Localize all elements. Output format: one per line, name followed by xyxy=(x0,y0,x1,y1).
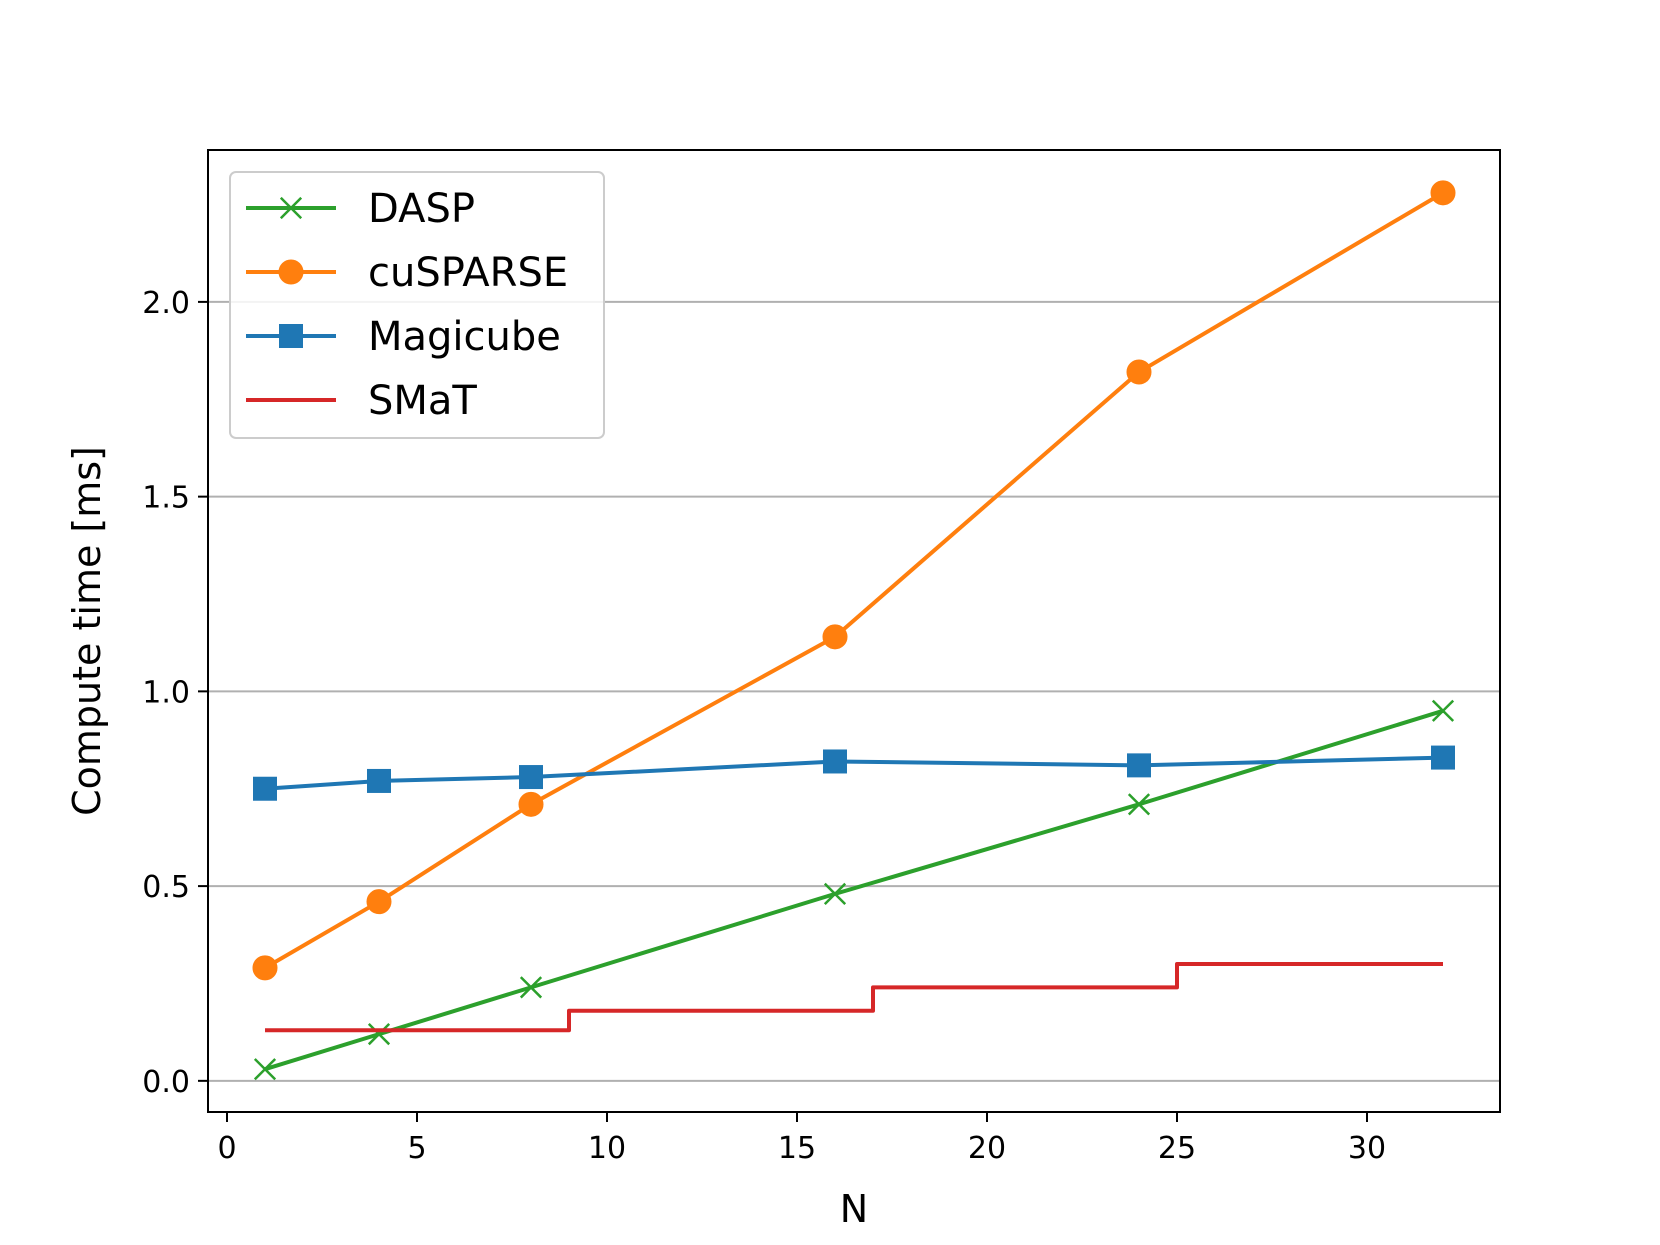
legend-box xyxy=(229,171,605,439)
data-point-circle xyxy=(366,889,392,915)
x-tick-label: 0 xyxy=(217,1131,236,1166)
data-point-x xyxy=(1431,699,1455,722)
y-tick-label: 2.0 xyxy=(142,286,190,321)
x-axis: 0 5 10 15 20 25 30 xyxy=(217,1112,1386,1166)
series-line xyxy=(264,755,1444,791)
data-point-square xyxy=(1127,753,1151,778)
data-point-circle xyxy=(518,791,544,817)
series-magicube xyxy=(253,745,1455,801)
x-tick-label: 10 xyxy=(588,1131,626,1166)
data-point-x xyxy=(1127,793,1151,816)
series-cusparse xyxy=(252,180,1456,981)
data-point-x xyxy=(279,196,303,220)
data-point-circle xyxy=(278,259,304,285)
data-point-circle xyxy=(252,955,278,981)
y-tick-label: 0.5 xyxy=(142,870,190,905)
x-tick-label: 30 xyxy=(1348,1131,1386,1166)
legend-label: SMaT xyxy=(368,378,477,424)
plot-area-frame xyxy=(207,149,1501,1113)
legend-label: Magicube xyxy=(368,314,561,360)
data-point-circle xyxy=(1126,359,1152,385)
legend-entry-magicube: Magicube xyxy=(246,314,561,360)
legend-entry-smat: SMaT xyxy=(246,378,477,424)
x-tick-label: 5 xyxy=(407,1131,426,1166)
y-axis-title: Compute time [ms] xyxy=(65,446,109,816)
data-point-square xyxy=(367,768,391,793)
legend-label: DASP xyxy=(368,186,475,232)
data-point-x xyxy=(367,1023,391,1046)
legend: DASP cuSPARSE Magicube SMaT xyxy=(229,171,605,439)
data-point-x xyxy=(253,1058,277,1081)
x-tick-label: 15 xyxy=(778,1131,816,1166)
data-point-circle xyxy=(1430,180,1456,206)
x-axis-title: N xyxy=(840,1187,868,1231)
legend-entry-cusparse: cuSPARSE xyxy=(246,250,568,296)
series-layer xyxy=(252,180,1456,1081)
data-point-square xyxy=(253,776,277,801)
x-tick-label: 25 xyxy=(1158,1131,1196,1166)
data-point-square xyxy=(519,765,543,790)
data-point-square xyxy=(279,324,303,348)
series-line xyxy=(264,708,1444,1072)
y-axis: 0.0 0.5 1.0 1.5 2.0 xyxy=(142,286,208,1100)
y-tick-label: 1.0 xyxy=(142,675,190,710)
x-tick-label: 20 xyxy=(968,1131,1006,1166)
y-tick-label: 1.5 xyxy=(142,481,190,516)
series-smat xyxy=(265,962,1443,1033)
legend-entry-dasp: DASP xyxy=(246,186,475,232)
series-line xyxy=(265,962,1443,1033)
data-point-circle xyxy=(822,624,848,650)
data-point-square xyxy=(1431,745,1455,770)
data-point-x xyxy=(823,882,847,905)
data-point-square xyxy=(823,749,847,774)
y-tick-label: 0.0 xyxy=(142,1065,190,1100)
data-point-x xyxy=(519,976,543,999)
series-dasp xyxy=(253,699,1455,1081)
y-gridlines xyxy=(208,300,1500,1082)
series-line xyxy=(263,191,1445,970)
legend-label: cuSPARSE xyxy=(368,250,568,296)
